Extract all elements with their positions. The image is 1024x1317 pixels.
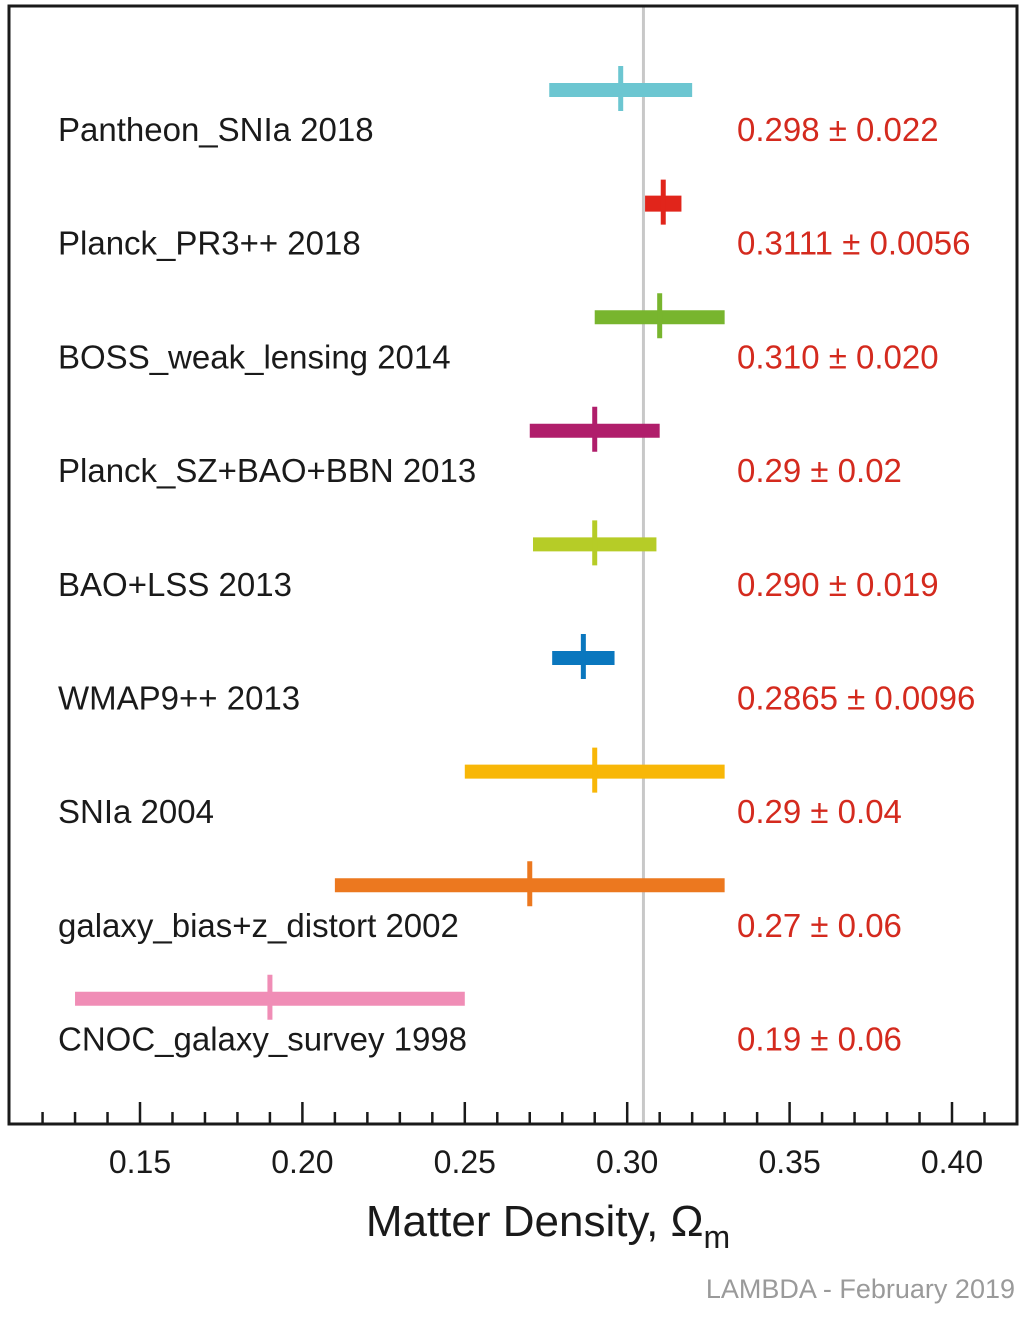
x-tick-label: 0.35 (758, 1144, 820, 1180)
data-row: BOSS_weak_lensing 2014 0.310 ± 0.020 (58, 293, 939, 375)
data-rows: Pantheon_SNIa 2018 0.298 ± 0.022 Planck_PR… (58, 66, 975, 1058)
data-row: BAO+LSS 2013 0.290 ± 0.019 (58, 520, 939, 603)
row-value: 0.29 ± 0.04 (737, 793, 902, 830)
x-axis-label: Matter Density, Ωm (366, 1197, 730, 1255)
row-value: 0.19 ± 0.06 (737, 1021, 902, 1058)
x-tick-label: 0.40 (921, 1144, 983, 1180)
row-label: WMAP9++ 2013 (58, 680, 300, 717)
data-row: WMAP9++ 2013 0.2865 ± 0.0096 (58, 634, 975, 717)
row-value: 0.298 ± 0.022 (737, 111, 939, 148)
row-label: Pantheon_SNIa 2018 (58, 111, 374, 148)
x-tick-label: 0.25 (434, 1144, 496, 1180)
x-tick-label: 0.30 (596, 1144, 658, 1180)
row-value: 0.310 ± 0.020 (737, 338, 939, 375)
data-row: Pantheon_SNIa 2018 0.298 ± 0.022 (58, 66, 939, 148)
x-axis-ticks (41, 1102, 986, 1124)
data-row: SNIa 2004 0.29 ± 0.04 (58, 747, 902, 830)
data-row: Planck_PR3++ 2018 0.3111 ± 0.0056 (58, 179, 970, 262)
x-tick-label: 0.15 (109, 1144, 171, 1180)
row-label: SNIa 2004 (58, 793, 214, 830)
row-label: Planck_SZ+BAO+BBN 2013 (58, 452, 476, 489)
row-label: BAO+LSS 2013 (58, 566, 292, 603)
credit-line: LAMBDA - February 2019 (706, 1274, 1015, 1304)
data-row: Planck_SZ+BAO+BBN 2013 0.29 ± 0.02 (58, 406, 902, 489)
data-row: galaxy_bias+z_distort 2002 0.27 ± 0.06 (58, 861, 902, 944)
row-value: 0.27 ± 0.06 (737, 907, 902, 944)
x-axis-label-subscript: m (704, 1219, 731, 1255)
row-label: galaxy_bias+z_distort 2002 (58, 907, 459, 944)
row-value: 0.290 ± 0.019 (737, 566, 939, 603)
row-value: 0.2865 ± 0.0096 (737, 680, 975, 717)
row-label: BOSS_weak_lensing 2014 (58, 338, 451, 375)
row-label: Planck_PR3++ 2018 (58, 225, 361, 262)
data-row: CNOC_galaxy_survey 1998 0.19 ± 0.06 (58, 974, 902, 1058)
x-tick-label: 0.20 (271, 1144, 333, 1180)
x-axis-tick-labels: 0.15 0.20 0.25 0.30 0.35 0.40 (109, 1144, 983, 1180)
x-axis-label-text: Matter Density, Ω (366, 1197, 704, 1246)
plot-frame (7, 4, 1019, 1126)
row-label: CNOC_galaxy_survey 1998 (58, 1021, 467, 1058)
row-value: 0.29 ± 0.02 (737, 452, 902, 489)
row-value: 0.3111 ± 0.0056 (737, 225, 970, 262)
